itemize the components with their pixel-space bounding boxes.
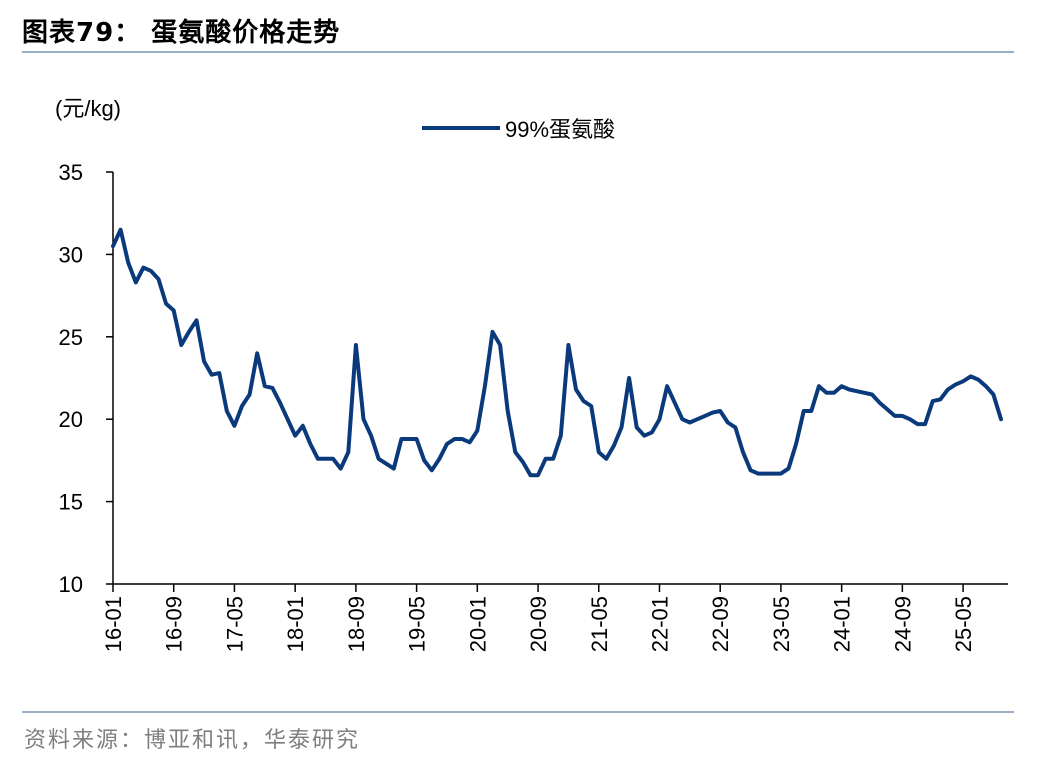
- y-axis-unit-label: (元/kg): [55, 96, 121, 121]
- chart-axes: 10 15 20 25 30 35 (元/kg) 16-01 16-09 17-05 18-01 18…: [55, 96, 1008, 652]
- series-line: [111, 227, 1003, 478]
- x-tick-label: 24-01: [830, 596, 855, 652]
- x-tick-label: 20-01: [465, 596, 490, 652]
- legend-label: 99%蛋氨酸: [505, 117, 615, 142]
- x-tick-label: 24-09: [890, 596, 915, 652]
- x-tick-label: 16-09: [162, 596, 187, 652]
- x-tick-label: 21-05: [587, 596, 612, 652]
- x-tick-label: 18-01: [283, 596, 308, 652]
- chart-title: 图表79： 蛋氨酸价格走势: [22, 18, 341, 48]
- title-divider: [22, 51, 1014, 53]
- y-tick-label: 10: [59, 572, 83, 597]
- x-tick-label: 23-05: [769, 596, 794, 652]
- x-tick-label: 17-05: [222, 596, 247, 652]
- y-tick-label: 20: [59, 407, 83, 432]
- x-tick-label: 22-09: [708, 596, 733, 652]
- chart-marks: [111, 227, 1003, 478]
- y-tick-label: 25: [59, 325, 83, 350]
- y-tick-label: 35: [59, 160, 83, 185]
- y-tick-label: 30: [59, 242, 83, 267]
- x-tick-label: 19-05: [405, 596, 430, 652]
- x-tick-label: 16-01: [101, 596, 126, 652]
- x-tick-label: 25-05: [951, 596, 976, 652]
- y-tick-label: 15: [59, 490, 83, 515]
- x-tick-label: 22-01: [647, 596, 672, 652]
- x-tick-label: 20-09: [526, 596, 551, 652]
- source-divider: [22, 711, 1014, 713]
- x-tick-label: 18-09: [344, 596, 369, 652]
- source-note: 资料来源：博亚和讯，华泰研究: [24, 728, 361, 753]
- chart-legend: 99%蛋氨酸: [422, 117, 615, 142]
